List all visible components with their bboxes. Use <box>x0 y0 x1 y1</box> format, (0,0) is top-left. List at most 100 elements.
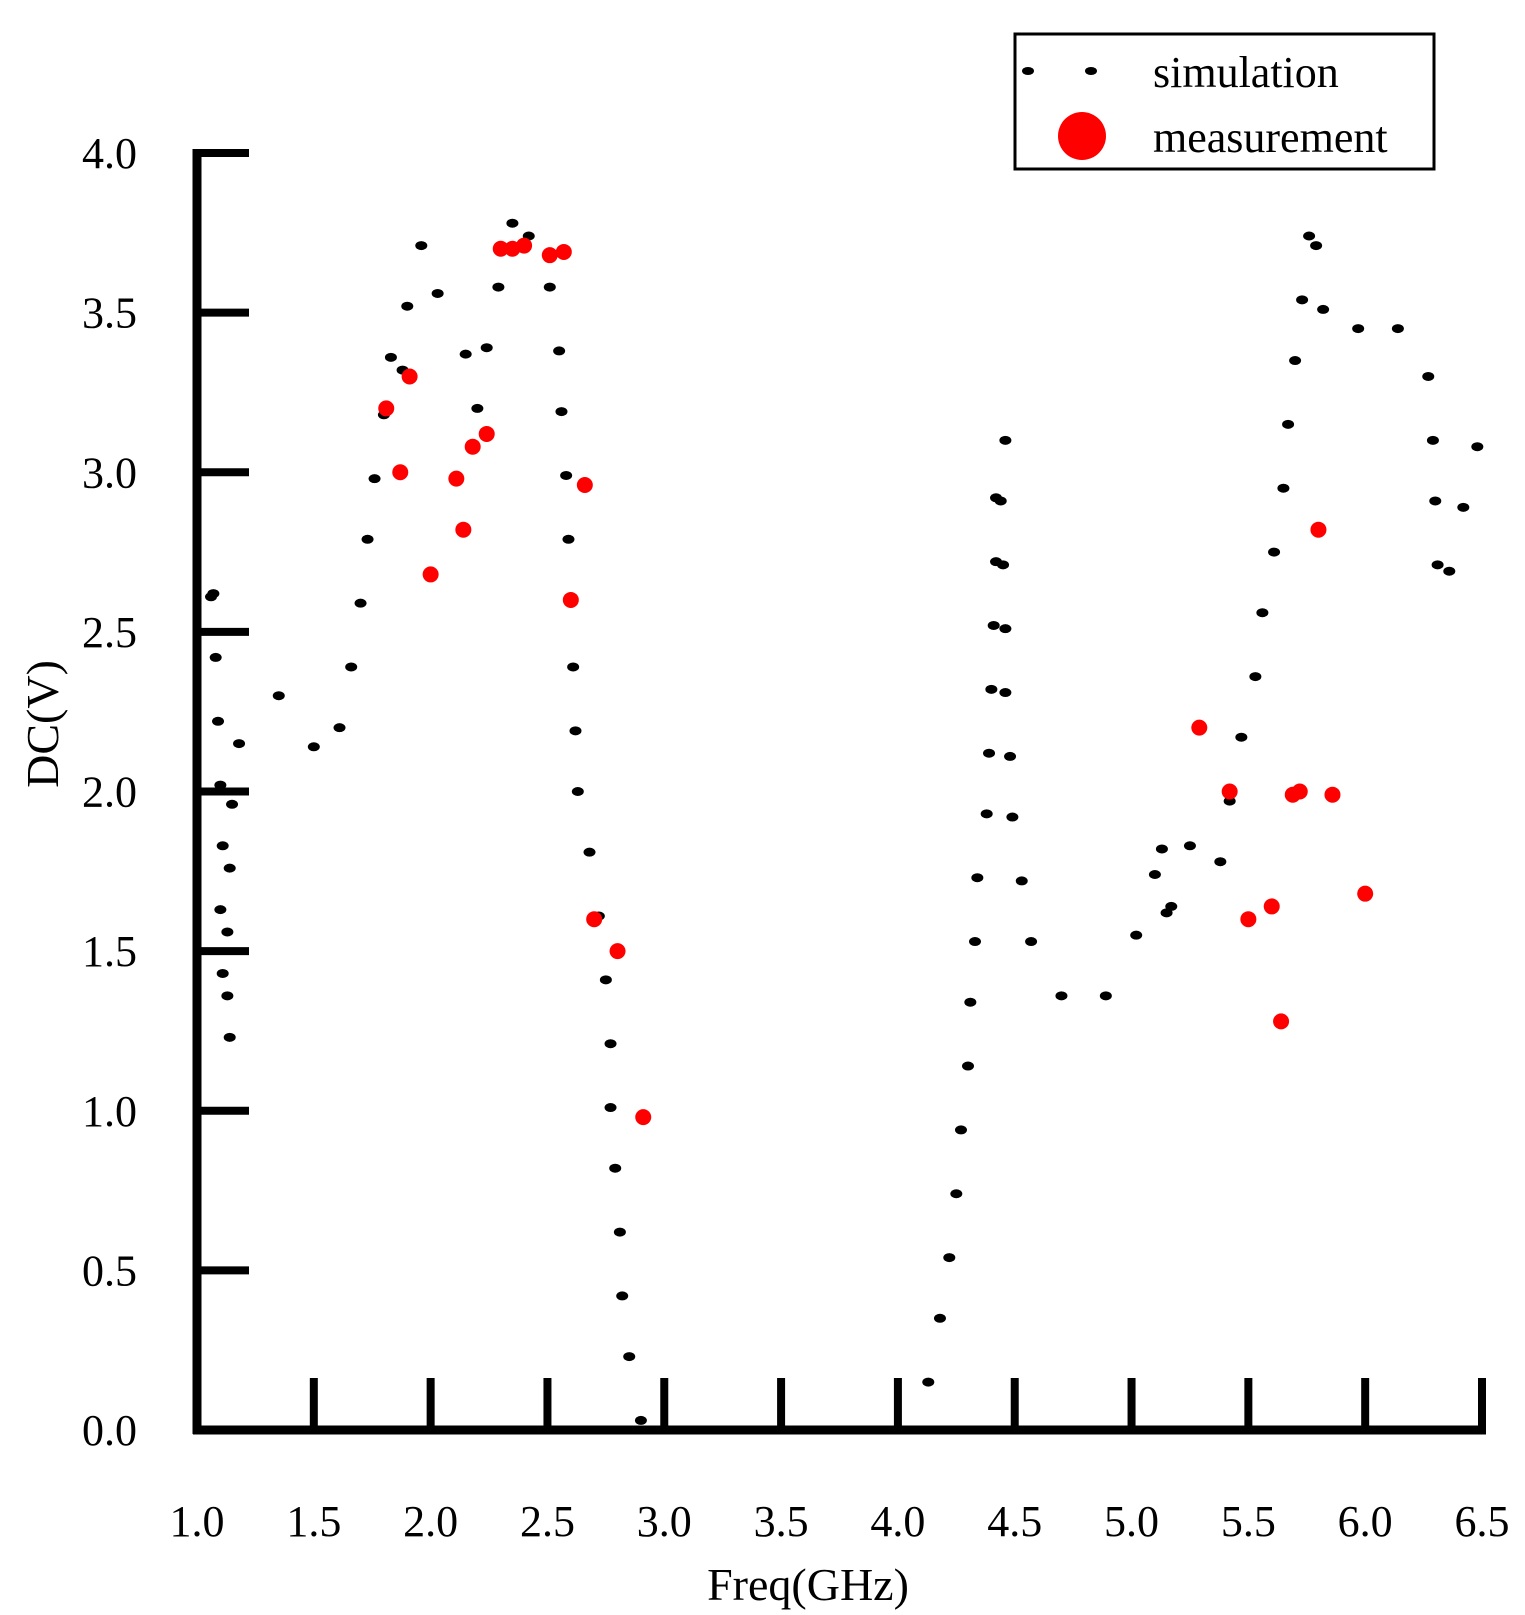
simulation-point <box>401 301 414 311</box>
measurement-point <box>1240 911 1257 928</box>
measurement-point <box>1221 783 1238 800</box>
simulation-point <box>214 780 227 790</box>
x-tick-label: 3.0 <box>637 1497 692 1546</box>
simulation-point <box>1471 442 1484 452</box>
simulation-point <box>1025 937 1038 947</box>
measurement-point <box>478 425 495 442</box>
simulation-point <box>933 1313 946 1323</box>
x-tick-label: 4.5 <box>987 1497 1042 1546</box>
simulation-point <box>1289 356 1302 366</box>
simulation-point <box>384 352 397 362</box>
measurement-series <box>378 237 1374 1126</box>
simulation-point <box>983 748 996 758</box>
simulation-point <box>1235 732 1248 742</box>
simulation-point <box>613 1227 626 1237</box>
x-tick-label: 4.0 <box>870 1497 925 1546</box>
simulation-point <box>997 560 1010 570</box>
legend: simulation measurement <box>1013 32 1436 171</box>
simulation-point <box>345 662 358 672</box>
simulation-series <box>205 218 1484 1425</box>
simulation-point <box>1457 502 1470 512</box>
simulation-point <box>221 991 234 1001</box>
simulation-point <box>223 863 236 873</box>
simulation-point <box>1099 991 1112 1001</box>
simulation-point <box>216 968 229 978</box>
simulation-point <box>994 496 1007 506</box>
simulation-point <box>1391 324 1404 334</box>
x-tick-label: 5.5 <box>1221 1497 1276 1546</box>
simulation-point <box>216 841 229 851</box>
x-tick-label: 6.0 <box>1338 1497 1393 1546</box>
simulation-point <box>333 723 346 733</box>
simulation-point <box>1282 419 1295 429</box>
measurement-point <box>464 438 481 455</box>
simulation-point <box>459 349 472 359</box>
simulation-point <box>971 873 984 883</box>
simulation-point <box>209 652 222 662</box>
measurement-point <box>1357 885 1374 902</box>
measurement-point <box>555 243 572 260</box>
x-tick-label: 5.0 <box>1104 1497 1159 1546</box>
simulation-point <box>562 534 575 544</box>
y-tick-labels: 0.0 0.5 1.0 1.5 2.0 2.5 3.0 3.5 4.0 <box>82 129 137 1455</box>
y-tick-label: 1.0 <box>82 1087 137 1136</box>
x-tick-label: 1.0 <box>170 1497 225 1546</box>
y-tick-label: 4.0 <box>82 129 137 178</box>
simulation-point <box>307 742 320 752</box>
y-tick-label: 0.5 <box>82 1246 137 1295</box>
simulation-point <box>1015 876 1028 886</box>
y-tick-label: 3.0 <box>82 448 137 497</box>
simulation-point <box>980 809 993 819</box>
legend-simulation-marker-right <box>1085 67 1097 75</box>
simulation-point <box>354 598 367 608</box>
simulation-point <box>221 927 234 937</box>
legend-simulation-label: simulation <box>1153 48 1339 97</box>
simulation-point <box>1148 870 1161 880</box>
simulation-point <box>985 684 998 694</box>
simulation-point <box>506 218 519 228</box>
simulation-point <box>223 1032 236 1042</box>
simulation-point <box>1183 841 1196 851</box>
x-tick-labels: 1.0 1.5 2.0 2.5 3.0 3.5 4.0 4.5 5.0 5.5 6.0 6.5 <box>170 1497 1510 1546</box>
x-tick-label: 2.5 <box>520 1497 575 1546</box>
simulation-point <box>1352 324 1365 334</box>
simulation-point <box>634 1415 647 1425</box>
measurement-point <box>448 470 465 487</box>
simulation-point <box>1249 672 1262 682</box>
simulation-point <box>214 905 227 915</box>
simulation-point <box>553 346 566 356</box>
simulation-point <box>492 282 505 292</box>
simulation-point <box>272 691 285 701</box>
simulation-point <box>623 1352 636 1362</box>
measurement-point <box>562 591 579 608</box>
measurement-point <box>1310 521 1327 538</box>
measurement-point <box>1191 719 1208 736</box>
measurement-point <box>401 368 418 385</box>
simulation-point <box>480 343 493 353</box>
simulation-point <box>1317 304 1330 314</box>
measurement-point <box>1291 783 1308 800</box>
simulation-point <box>361 534 374 544</box>
measurement-point <box>541 247 558 264</box>
measurement-point <box>1324 786 1341 803</box>
x-axis-title: Freq(GHz) <box>707 1559 909 1610</box>
simulation-point <box>560 470 573 480</box>
simulation-point <box>1165 901 1178 911</box>
simulation-point <box>1429 496 1442 506</box>
simulation-point <box>569 726 582 736</box>
x-tick-label: 6.5 <box>1455 1497 1510 1546</box>
simulation-point <box>583 847 596 857</box>
measurement-point <box>635 1109 652 1126</box>
simulation-point <box>604 1103 617 1113</box>
simulation-point <box>987 620 1000 630</box>
simulation-point <box>1214 857 1227 867</box>
simulation-point <box>207 589 220 599</box>
simulation-point <box>616 1291 629 1301</box>
simulation-point <box>1004 751 1017 761</box>
y-tick-label: 2.5 <box>82 608 137 657</box>
simulation-point <box>543 282 556 292</box>
x-tick-label: 1.5 <box>286 1497 341 1546</box>
axes <box>192 149 1486 1435</box>
simulation-point <box>1422 371 1435 381</box>
